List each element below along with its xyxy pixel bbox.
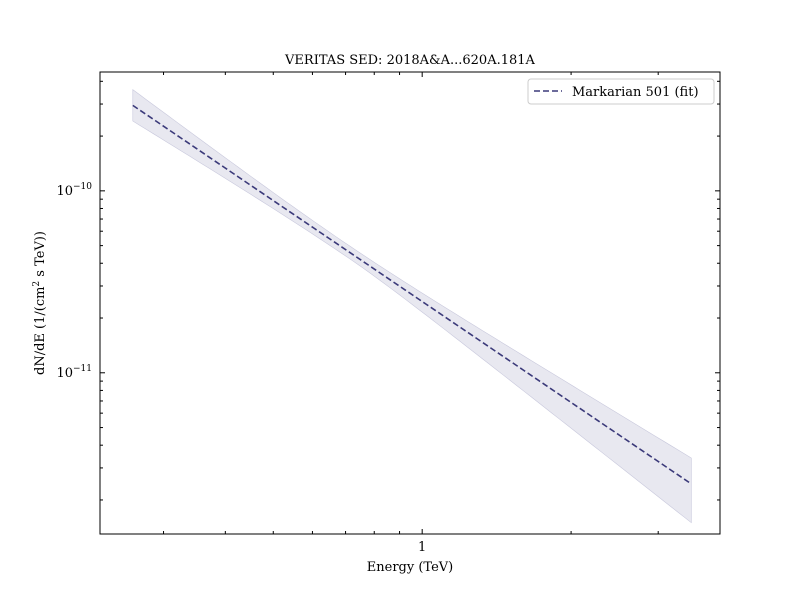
legend-box: [527, 78, 715, 105]
fit-line: [132, 104, 692, 485]
y-axis-label-sup: 2: [32, 281, 42, 287]
confidence-band-layer: [132, 89, 692, 524]
y-tick-label: 10−10: [56, 182, 92, 199]
fit-line-layer: [132, 104, 692, 485]
y-axis-label-tail: s TeV)): [33, 231, 48, 281]
y-axis-label-main: dN/dE (1/(cm: [33, 287, 48, 375]
y-tick-label: 10−11: [56, 364, 92, 381]
legend-label: Markarian 501 (fit): [572, 85, 699, 100]
tick-layer: 1 10−10 10−11: [56, 72, 720, 555]
plot-frame: [99, 71, 721, 535]
x-axis-label: Energy (TeV): [367, 560, 453, 575]
x-tick-label: 1: [418, 540, 426, 555]
chart-title: VERITAS SED: 2018A&A...620A.181A: [284, 53, 535, 68]
y-axis-label: dN/dE (1/(cm2 s TeV)): [32, 231, 48, 375]
legend: Markarian 501 (fit): [527, 78, 715, 105]
confidence-band: [132, 89, 692, 524]
